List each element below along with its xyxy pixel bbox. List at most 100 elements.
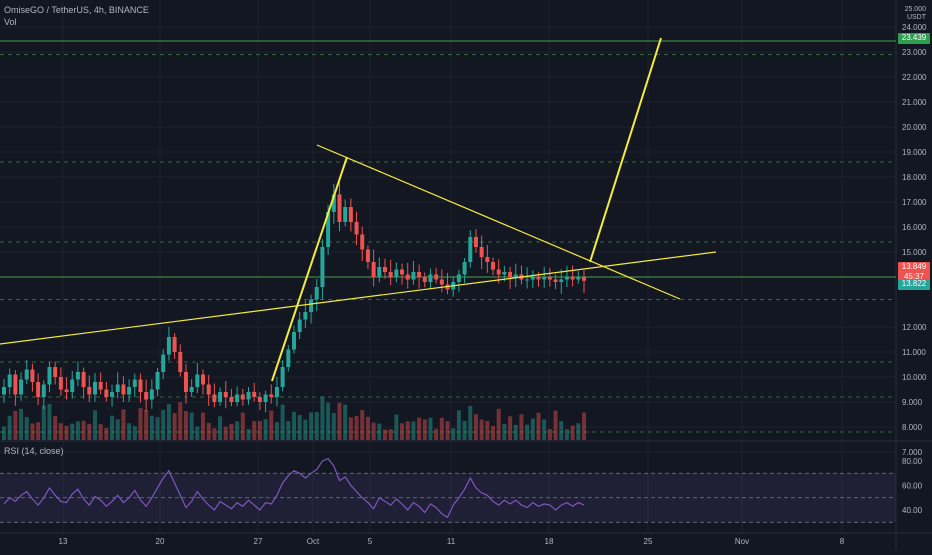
volume-bar — [377, 423, 382, 440]
volume-bar — [303, 419, 308, 440]
candle-body — [422, 277, 427, 282]
volume-bar — [235, 421, 240, 440]
volume-bar — [439, 417, 444, 440]
price-tick-label: 21.000 — [902, 98, 927, 107]
target-price-badge: 23.439 — [898, 33, 930, 44]
volume-bar — [13, 411, 18, 440]
candle-body — [360, 234, 365, 250]
volume-bar — [434, 428, 439, 440]
volume-bar — [519, 414, 524, 440]
volume-bar — [24, 417, 29, 440]
volume-bar — [388, 429, 393, 440]
volume-bar — [252, 421, 257, 440]
volume-bar — [110, 415, 115, 440]
candle-body — [19, 379, 24, 395]
price-tick-label: 18.000 — [902, 173, 927, 182]
candle-body — [297, 319, 302, 332]
volume-bar — [400, 423, 405, 440]
volume-bar — [2, 426, 6, 440]
candle-body — [189, 387, 194, 392]
volume-bar — [240, 412, 245, 440]
volume-bar — [451, 428, 456, 440]
candle-body — [269, 394, 274, 397]
candle-body — [371, 262, 376, 277]
volume-bar — [75, 421, 80, 440]
candle-body — [92, 382, 97, 395]
time-tick-label: 25 — [644, 537, 653, 546]
candle-body — [348, 207, 353, 222]
volume-bar — [144, 410, 149, 440]
time-tick-label: Nov — [735, 537, 749, 546]
candle-body — [161, 354, 166, 372]
candle-body — [75, 372, 80, 380]
candle-body — [582, 277, 586, 281]
volume-bar — [576, 423, 581, 440]
rsi-tick-label: 40.00 — [902, 506, 923, 515]
candle-body — [309, 299, 314, 312]
candle-body — [417, 272, 422, 277]
candle-body — [223, 392, 228, 397]
volume-bar — [64, 425, 69, 440]
volume-bar — [201, 412, 206, 440]
candle-body — [127, 387, 132, 395]
candle-body — [178, 352, 183, 372]
candle-body — [326, 212, 331, 247]
candle-body — [144, 392, 149, 400]
price-tick-label: 17.000 — [902, 198, 927, 207]
volume-bar — [115, 419, 120, 440]
volume-bar — [331, 413, 336, 440]
candle-body — [485, 257, 490, 262]
volume-bar — [47, 403, 52, 440]
volume-bar — [491, 426, 496, 440]
candle-body — [462, 262, 467, 275]
volume-bar — [553, 410, 558, 440]
volume-bar — [195, 426, 200, 440]
volume-bar — [286, 420, 291, 440]
price-tick-label: 20.000 — [902, 123, 927, 132]
currency-label: 25.000 USDT — [905, 6, 926, 22]
candle-body — [496, 269, 501, 275]
currency-code: USDT — [906, 14, 926, 21]
candle-body — [564, 277, 569, 280]
volume-bar — [468, 405, 473, 440]
volume-bar — [502, 423, 507, 440]
volume-bar — [127, 423, 132, 440]
candle-body — [13, 374, 18, 395]
rsi-tick-label: 60.00 — [902, 482, 923, 491]
volume-bar — [269, 410, 274, 440]
volume-bar — [326, 402, 331, 440]
candle-body — [274, 387, 279, 397]
candle-body — [70, 379, 75, 392]
volume-legend[interactable]: Vol — [4, 17, 17, 27]
rsi-legend[interactable]: RSI (14, close) — [4, 446, 64, 456]
volume-bar — [161, 409, 166, 440]
candle-body — [229, 397, 234, 402]
candle-body — [98, 382, 103, 390]
candle-body — [491, 262, 496, 270]
volume-bar — [570, 425, 575, 440]
candle-body — [343, 207, 348, 222]
volume-bar — [456, 410, 461, 440]
price-tick-label: 19.000 — [902, 148, 927, 157]
volume-bar — [172, 413, 177, 440]
volume-bar — [320, 396, 325, 440]
volume-bar — [178, 402, 183, 440]
candle-body — [81, 372, 86, 387]
price-tick-label: 23.000 — [902, 48, 927, 57]
volume-bar — [229, 423, 234, 440]
volume-bar — [218, 416, 223, 440]
volume-bar — [428, 417, 433, 440]
candle-body — [394, 269, 399, 277]
candle-body — [411, 272, 416, 280]
support-price-badge: 13.822 — [898, 279, 930, 290]
volume-bar — [473, 414, 478, 440]
volume-bar — [92, 410, 97, 440]
volume-bar — [405, 421, 410, 440]
candle-body — [525, 279, 530, 281]
volume-bar — [183, 411, 188, 440]
symbol-legend[interactable]: OmiseGO / TetherUS, 4h, BINANCE — [4, 5, 149, 15]
candle-body — [553, 279, 558, 282]
volume-bar — [81, 420, 86, 440]
